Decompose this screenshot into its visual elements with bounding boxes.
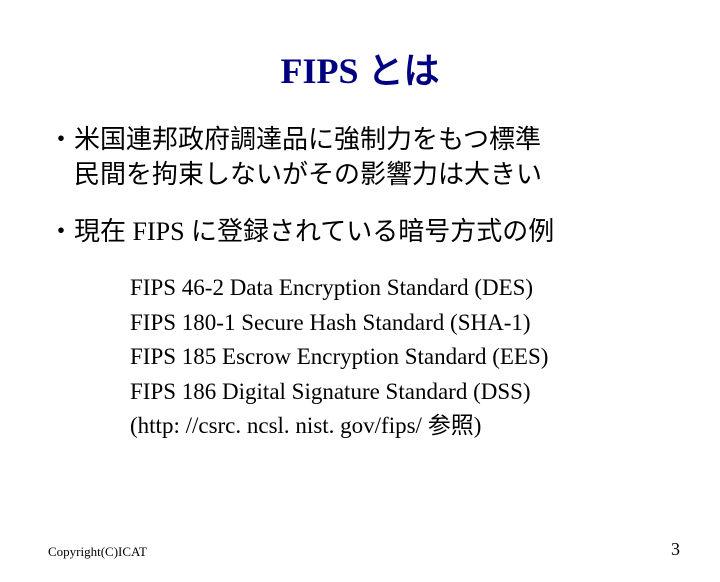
sub-list: FIPS 46-2 Data Encryption Standard (DES)… xyxy=(130,271,720,444)
bullet-1-line-2: 民間を拘束しないがその影響力は大きい xyxy=(48,157,690,192)
page-number: 3 xyxy=(671,539,680,560)
sub-item-5: (http: //csrc. ncsl. nist. gov/fips/ 参照) xyxy=(130,409,720,444)
bullet-1-line-1: ・米国連邦政府調達品に強制力をもつ標準 xyxy=(48,122,690,157)
sub-item-1: FIPS 46-2 Data Encryption Standard (DES) xyxy=(130,271,720,306)
copyright-text: Copyright(C)ICAT xyxy=(48,544,147,560)
slide-title: FIPS とは xyxy=(0,42,720,94)
sub-item-4: FIPS 186 Digital Signature Standard (DSS… xyxy=(130,375,720,410)
bullet-list: ・米国連邦政府調達品に強制力をもつ標準 民間を拘束しないがその影響力は大きい ・… xyxy=(48,122,690,249)
bullet-1: ・米国連邦政府調達品に強制力をもつ標準 民間を拘束しないがその影響力は大きい xyxy=(48,122,690,192)
bullet-2: ・現在 FIPS に登録されている暗号方式の例 xyxy=(48,214,690,249)
sub-item-3: FIPS 185 Escrow Encryption Standard (EES… xyxy=(130,340,720,375)
sub-item-2: FIPS 180-1 Secure Hash Standard (SHA-1) xyxy=(130,306,720,341)
